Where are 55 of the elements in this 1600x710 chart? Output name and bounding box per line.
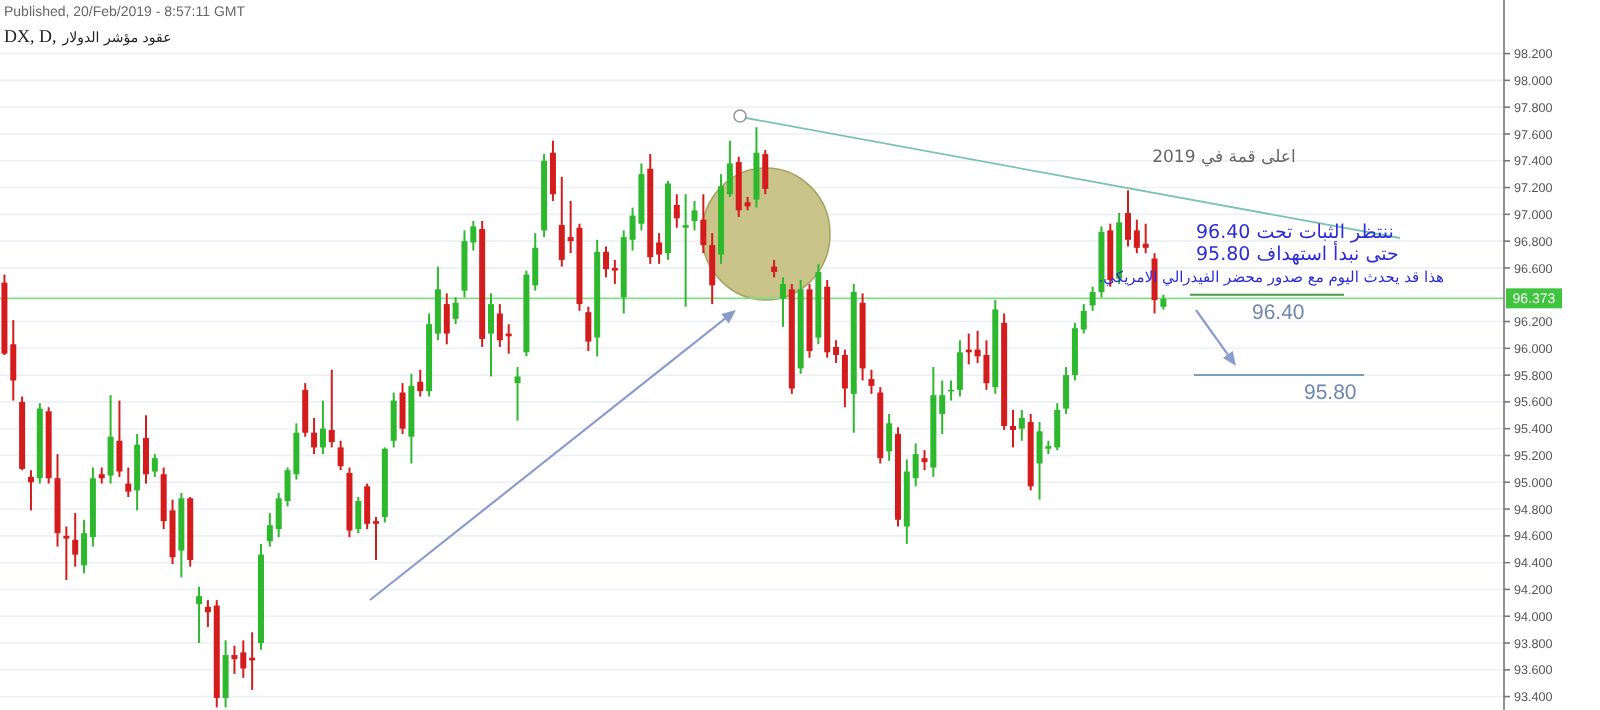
candlestick <box>611 258 618 285</box>
candlestick <box>72 512 79 568</box>
candlestick <box>328 368 335 449</box>
candlestick <box>142 414 149 485</box>
candlestick <box>116 399 123 478</box>
candlestick <box>1142 222 1149 255</box>
candlestick <box>1089 285 1096 312</box>
ref-line-label: 96.40 <box>1252 300 1305 325</box>
candlestick <box>390 391 397 449</box>
candlestick <box>886 412 893 462</box>
candlestick <box>779 276 786 328</box>
candlestick <box>417 368 424 398</box>
candlestick <box>63 525 70 582</box>
candlestick <box>1009 408 1016 449</box>
annotation: اعلى قمة في 2019 <box>1152 148 1296 168</box>
candlestick <box>355 496 362 535</box>
candlestick <box>231 644 238 675</box>
candlestick <box>1036 420 1043 501</box>
candlestick <box>452 296 459 326</box>
candlestick <box>841 348 848 409</box>
candlestick <box>27 469 34 512</box>
candlestick <box>311 416 318 456</box>
candlestick <box>125 466 132 498</box>
candlestick <box>134 433 141 512</box>
candlestick <box>399 382 406 436</box>
candlestick <box>364 482 371 531</box>
candlestick <box>549 139 556 202</box>
candlestick <box>700 193 707 255</box>
candlestick <box>983 339 990 391</box>
candlestick <box>709 232 716 306</box>
candlestick <box>151 453 158 478</box>
candlestick <box>302 382 309 438</box>
candlestick <box>222 639 229 709</box>
candlestick <box>1063 366 1070 415</box>
candlestick <box>921 449 928 472</box>
candlestick <box>319 399 326 456</box>
candlestick <box>488 292 495 378</box>
candlestick <box>673 193 680 229</box>
candlestick <box>762 149 769 196</box>
candlestick <box>753 126 760 209</box>
candlestick <box>682 193 689 308</box>
candlestick <box>107 394 114 485</box>
text: DX, D, <box>4 26 57 46</box>
candlestick <box>603 245 610 279</box>
candlestick <box>337 439 344 472</box>
candlestick <box>585 305 592 352</box>
annotation: حتى نبدأ استهداف 95.80 <box>1196 240 1400 266</box>
candlestick <box>868 368 875 395</box>
candlestick <box>1018 408 1025 442</box>
candlestick <box>956 339 963 398</box>
candlestick <box>443 292 450 346</box>
candlestick <box>196 585 203 645</box>
candlestick <box>691 199 698 232</box>
candlestick <box>514 366 521 422</box>
ref-line-label: 95.80 <box>1304 381 1357 406</box>
